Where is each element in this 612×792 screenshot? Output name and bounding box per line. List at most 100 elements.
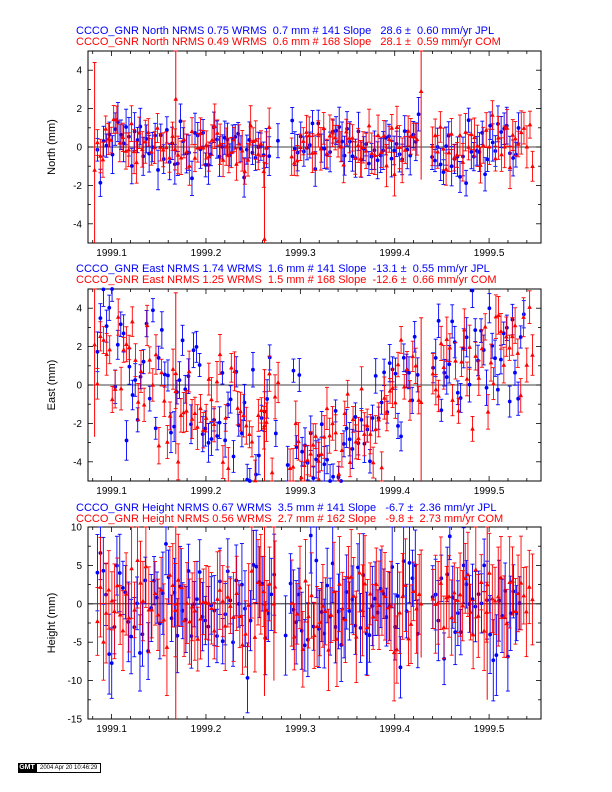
data-point xyxy=(379,400,384,405)
series-jpl xyxy=(95,97,521,198)
data-point xyxy=(135,138,140,142)
data-point xyxy=(153,133,158,138)
data-point xyxy=(251,562,256,567)
data-point xyxy=(412,334,417,339)
data-point xyxy=(95,570,100,575)
data-point xyxy=(373,374,378,378)
data-point xyxy=(481,628,487,633)
data-point xyxy=(513,370,517,375)
data-point xyxy=(430,596,436,601)
data-point xyxy=(347,609,352,613)
data-point xyxy=(447,362,452,367)
gmt-logo: GMT xyxy=(18,763,36,773)
data-point xyxy=(407,397,413,403)
data-point xyxy=(386,136,392,141)
data-point xyxy=(135,399,141,404)
x-tick-label: 1999.3 xyxy=(285,724,316,735)
data-point xyxy=(107,305,112,310)
data-point xyxy=(242,168,248,174)
data-point xyxy=(178,155,184,160)
data-point xyxy=(155,125,160,130)
data-point xyxy=(164,127,169,132)
data-point xyxy=(456,408,461,413)
data-point xyxy=(518,392,524,398)
data-point xyxy=(345,391,350,396)
data-point xyxy=(234,578,239,583)
data-point xyxy=(406,636,411,641)
data-point xyxy=(147,396,152,401)
data-point xyxy=(324,150,330,156)
data-point xyxy=(292,146,297,151)
data-point xyxy=(311,476,316,480)
data-point xyxy=(189,416,195,421)
data-point xyxy=(240,642,245,647)
data-point xyxy=(464,335,469,340)
data-point xyxy=(325,457,329,462)
data-point xyxy=(181,409,186,415)
data-point xyxy=(247,479,252,483)
data-point xyxy=(493,314,499,319)
data-point xyxy=(141,359,146,364)
data-point xyxy=(357,570,362,575)
data-point xyxy=(378,149,384,154)
data-point xyxy=(265,397,270,401)
data-point xyxy=(438,580,444,585)
data-point xyxy=(470,597,475,602)
data-point xyxy=(464,181,468,186)
data-point xyxy=(433,387,439,392)
data-point xyxy=(401,355,406,360)
data-point xyxy=(497,598,501,603)
data-point xyxy=(261,588,267,594)
x-tick-label: 1999.3 xyxy=(285,248,316,259)
data-point xyxy=(209,605,214,611)
data-point xyxy=(308,533,313,538)
y-tick-label: 4 xyxy=(76,304,82,315)
data-point xyxy=(256,453,261,458)
data-point xyxy=(470,632,476,637)
data-point xyxy=(344,426,349,431)
series-com xyxy=(95,526,535,702)
data-point xyxy=(246,602,251,607)
data-point xyxy=(133,378,138,382)
data-point xyxy=(487,306,492,311)
data-point xyxy=(442,370,447,375)
data-point xyxy=(195,636,201,641)
data-point xyxy=(249,568,255,573)
data-point xyxy=(362,431,367,436)
data-point xyxy=(460,603,465,608)
data-point xyxy=(470,426,475,431)
data-point xyxy=(98,180,103,185)
data-point xyxy=(359,386,364,391)
data-point xyxy=(488,123,493,128)
data-point xyxy=(138,651,142,655)
data-point xyxy=(444,336,450,341)
data-point xyxy=(242,175,247,180)
data-point xyxy=(113,127,118,131)
data-point xyxy=(457,132,463,137)
data-point xyxy=(304,129,309,134)
data-point xyxy=(195,597,199,602)
data-point xyxy=(103,610,109,615)
data-point xyxy=(404,366,410,372)
y-tick-label: 0 xyxy=(76,143,82,154)
data-point xyxy=(364,423,370,428)
data-point xyxy=(389,156,394,161)
data-point xyxy=(217,420,222,425)
data-point xyxy=(395,594,400,598)
data-point xyxy=(301,149,306,154)
data-point xyxy=(449,614,454,620)
data-point xyxy=(358,626,363,630)
data-point xyxy=(237,613,243,618)
data-point xyxy=(388,603,394,608)
data-point xyxy=(352,155,358,160)
data-point xyxy=(449,164,454,169)
data-point xyxy=(195,145,201,150)
data-point xyxy=(526,584,532,589)
data-point xyxy=(382,593,388,599)
data-point xyxy=(201,599,206,604)
data-point xyxy=(243,631,248,636)
data-point xyxy=(189,128,195,133)
data-point xyxy=(516,396,521,401)
data-point xyxy=(179,584,184,590)
data-point xyxy=(449,131,454,136)
